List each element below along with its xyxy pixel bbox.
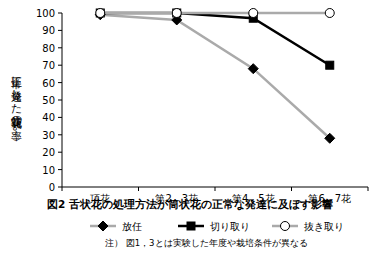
y-tick [58,152,62,153]
data-point [248,64,258,74]
y-axis-label: 正常に発達した筒状花の率（%） [10,69,24,142]
legend-label: 放任 [122,221,142,232]
y-tick-label: 10 [42,165,55,176]
legend-marker [98,221,108,231]
y-tick [58,187,62,188]
y-tick-label: 50 [42,95,55,106]
legend-label: 抜き取り [304,221,344,232]
data-point [325,9,334,18]
data-point [96,9,104,17]
y-tick [58,13,62,14]
chart: 正常に発達した筒状花の率（%）0102030405060708090100頂花第… [0,0,377,273]
y-tick [58,47,62,48]
note: 注） 図1，3とは実験した年度や栽培条件が異なる [105,238,308,248]
y-tick [58,100,62,101]
y-tick-label: 70 [42,60,55,71]
y-tick [58,169,62,170]
x-tick [215,187,216,191]
data-point [249,9,258,18]
y-tick-label: 40 [42,112,55,123]
data-point [325,133,335,143]
x-tick [291,187,292,191]
legend-label: 切り取り [210,221,250,232]
data-point [326,61,334,69]
series-line [100,15,330,139]
y-tick-label: 0 [49,182,55,193]
legend-item: 切り取り [178,221,250,232]
series-line [100,13,330,65]
y-tick-label: 20 [42,147,55,158]
y-tick [58,65,62,66]
title: 図2 舌状花の処理方法が筒状花の正常な発達に及ぼす影響 [47,198,333,211]
data-point [172,9,181,18]
data-point [96,9,105,18]
y-tick-label: 90 [42,25,55,36]
y-tick [58,82,62,83]
series-line [100,12,330,15]
legend-item: 抜き取り [272,221,344,232]
y-tick [58,117,62,118]
y-tick-label: 60 [42,78,55,89]
y-tick [58,134,62,135]
y-tick-label: 30 [42,130,55,141]
y-tick-label: 100 [36,8,55,19]
x-tick [62,187,63,191]
x-tick [368,187,369,191]
y-tick-label: 80 [42,43,55,54]
data-point [173,9,181,17]
plot-area [95,9,335,144]
y-tick [58,30,62,31]
x-tick [138,187,139,191]
legend-marker [187,222,195,230]
legend-item: 放任 [90,221,142,232]
legend-marker [281,222,290,231]
